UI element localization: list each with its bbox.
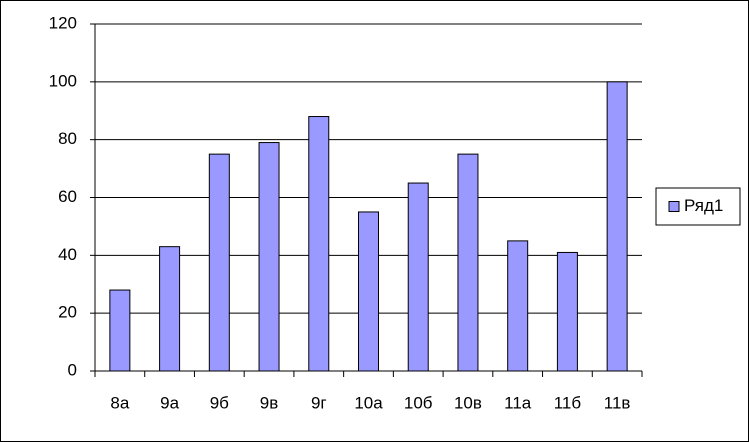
y-tick-label: 120 <box>49 13 77 32</box>
x-tick-label: 9г <box>311 393 327 412</box>
y-tick-label: 60 <box>58 187 77 206</box>
legend-label: Ряд1 <box>684 196 723 215</box>
x-tick-label: 11в <box>604 393 631 412</box>
x-tick-label: 8а <box>110 393 129 412</box>
bar <box>258 142 280 372</box>
bar <box>556 251 578 372</box>
y-tick-label: 100 <box>49 71 77 90</box>
x-tick-label: 11б <box>554 393 582 412</box>
x-tick-label: 9в <box>260 393 279 412</box>
bar <box>308 116 330 372</box>
y-tick-label: 80 <box>58 129 77 148</box>
bar <box>358 211 379 372</box>
bar <box>407 182 429 372</box>
legend-swatch <box>668 201 680 212</box>
x-tick-label: 9а <box>160 393 179 412</box>
x-tick-label: 10б <box>404 393 433 412</box>
bar <box>457 153 479 372</box>
bar <box>109 289 131 372</box>
bar <box>606 81 628 372</box>
bar <box>159 246 181 372</box>
y-tick-label: 0 <box>68 360 77 379</box>
x-tick-label: 9б <box>210 393 229 412</box>
x-tick-label: 10в <box>454 393 482 412</box>
x-tick-label: 10а <box>354 393 383 412</box>
y-tick-label: 20 <box>58 303 77 322</box>
bar <box>507 240 529 372</box>
y-tick-label: 40 <box>58 245 77 264</box>
x-tick-label: 11а <box>504 393 532 412</box>
bar <box>208 153 230 372</box>
